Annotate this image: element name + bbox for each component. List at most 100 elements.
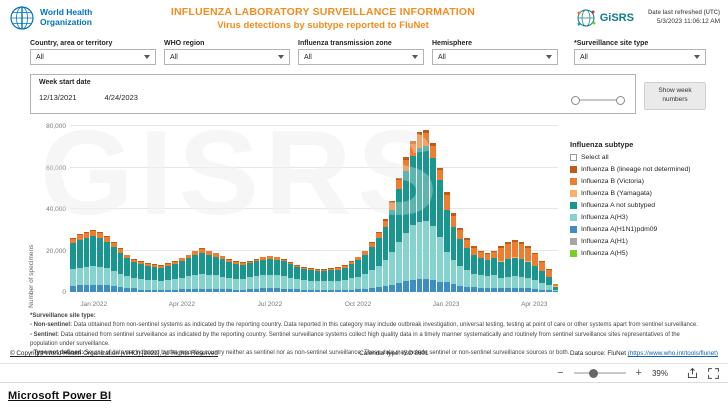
bar-week-49[interactable] bbox=[403, 126, 409, 292]
legend-item[interactable]: Influenza A(H3) bbox=[570, 214, 722, 221]
bar-week-61[interactable] bbox=[484, 126, 491, 292]
bar-week-3[interactable] bbox=[90, 126, 97, 292]
bar-week-64[interactable] bbox=[505, 126, 511, 292]
powerbi-link[interactable]: Microsoft Power BI bbox=[8, 390, 112, 402]
bar-week-7[interactable] bbox=[117, 126, 124, 292]
bar-week-20[interactable] bbox=[205, 126, 212, 292]
bar-week-40[interactable] bbox=[341, 126, 348, 292]
legend-item[interactable]: Select all bbox=[570, 154, 722, 161]
week-start-input[interactable]: 12/13/2021 bbox=[39, 93, 77, 102]
bar-week-9[interactable] bbox=[131, 126, 137, 292]
bar-week-22[interactable] bbox=[219, 126, 226, 292]
bar-week-67[interactable] bbox=[525, 126, 532, 292]
bar-week-57[interactable] bbox=[457, 126, 464, 292]
bar-week-26[interactable] bbox=[246, 126, 253, 292]
bar-week-18[interactable] bbox=[192, 126, 199, 292]
copyright-link[interactable]: © Copyright World Health Organization (W… bbox=[10, 350, 218, 357]
share-icon[interactable] bbox=[686, 367, 699, 380]
bar-week-68[interactable] bbox=[532, 126, 538, 292]
range-slider-left-handle[interactable] bbox=[571, 95, 580, 105]
bar-week-2[interactable] bbox=[83, 126, 90, 292]
bar-week-59[interactable] bbox=[471, 126, 477, 292]
flunet-url-link[interactable]: (https://www.who.int/tools/flunet) bbox=[627, 350, 718, 357]
bar-week-8[interactable] bbox=[124, 126, 131, 292]
fullscreen-icon[interactable] bbox=[707, 367, 720, 380]
bar-week-43[interactable] bbox=[362, 126, 369, 292]
bar-week-45[interactable] bbox=[375, 126, 382, 292]
bar-week-47[interactable] bbox=[389, 126, 396, 292]
legend-item[interactable]: Influenza B (lineage not determined) bbox=[570, 166, 722, 173]
filter-dropdown[interactable]: All bbox=[574, 49, 706, 65]
bar-week-52[interactable] bbox=[423, 126, 430, 292]
bar-week-32[interactable] bbox=[287, 126, 294, 292]
bar-week-39[interactable] bbox=[335, 126, 341, 292]
bar-week-1[interactable] bbox=[76, 126, 83, 292]
bar-week-5[interactable] bbox=[103, 126, 110, 292]
bar-week-62[interactable] bbox=[491, 126, 498, 292]
zoom-slider-handle[interactable] bbox=[589, 368, 599, 378]
zoom-in-button[interactable]: + bbox=[635, 366, 642, 379]
bar-week-37[interactable] bbox=[321, 126, 328, 292]
bar-week-46[interactable] bbox=[382, 126, 389, 292]
bar-week-63[interactable] bbox=[498, 126, 504, 292]
bar-week-0[interactable] bbox=[70, 126, 76, 292]
zoom-out-button[interactable]: − bbox=[557, 366, 564, 379]
filter-dropdown[interactable]: All bbox=[164, 49, 290, 65]
legend-item[interactable]: Influenza A(H5) bbox=[570, 250, 722, 257]
bar-week-24[interactable] bbox=[233, 126, 239, 292]
bar-week-27[interactable] bbox=[253, 126, 260, 292]
bar-week-70[interactable] bbox=[545, 126, 552, 292]
legend-item[interactable]: Influenza A(H1) bbox=[570, 238, 722, 245]
bar-week-15[interactable] bbox=[171, 126, 178, 292]
bar-week-44[interactable] bbox=[369, 126, 375, 292]
bar-week-54[interactable] bbox=[437, 126, 443, 292]
legend-item[interactable]: Influenza A not subtyped bbox=[570, 202, 722, 209]
bar-week-51[interactable] bbox=[416, 126, 423, 292]
filter-dropdown[interactable]: All bbox=[432, 49, 558, 65]
bar-week-69[interactable] bbox=[538, 126, 545, 292]
legend-item[interactable]: Influenza A(H1N1)pdm09 bbox=[570, 226, 722, 233]
bar-week-71[interactable] bbox=[552, 126, 559, 292]
bar-week-60[interactable] bbox=[477, 126, 484, 292]
show-week-numbers-button[interactable]: Show week numbers bbox=[644, 82, 706, 110]
week-end-input[interactable]: 4/24/2023 bbox=[104, 93, 138, 102]
bar-week-48[interactable] bbox=[396, 126, 403, 292]
bar-week-36[interactable] bbox=[314, 126, 321, 292]
bar-week-19[interactable] bbox=[199, 126, 205, 292]
bar-week-17[interactable] bbox=[185, 126, 192, 292]
legend-item[interactable]: Influenza B (Yamagata) bbox=[570, 190, 722, 197]
bar-week-28[interactable] bbox=[260, 126, 267, 292]
bar-week-30[interactable] bbox=[273, 126, 280, 292]
bar-week-10[interactable] bbox=[137, 126, 144, 292]
legend-item[interactable]: Influenza B (Victoria) bbox=[570, 178, 722, 185]
bar-week-12[interactable] bbox=[151, 126, 158, 292]
bar-week-23[interactable] bbox=[226, 126, 233, 292]
zoom-slider[interactable] bbox=[573, 368, 626, 378]
bar-week-31[interactable] bbox=[280, 126, 287, 292]
bar-week-6[interactable] bbox=[110, 126, 117, 292]
bar-week-29[interactable] bbox=[267, 126, 273, 292]
bar-week-65[interactable] bbox=[511, 126, 518, 292]
bar-week-35[interactable] bbox=[307, 126, 314, 292]
bar-week-58[interactable] bbox=[464, 126, 471, 292]
bar-week-14[interactable] bbox=[165, 126, 171, 292]
bar-week-34[interactable] bbox=[301, 126, 307, 292]
week-range-slider[interactable] bbox=[571, 95, 625, 105]
bar-week-55[interactable] bbox=[443, 126, 450, 292]
bar-week-13[interactable] bbox=[158, 126, 165, 292]
bar-week-21[interactable] bbox=[212, 126, 219, 292]
bar-week-56[interactable] bbox=[450, 126, 457, 292]
bar-week-33[interactable] bbox=[294, 126, 301, 292]
bar-week-11[interactable] bbox=[144, 126, 151, 292]
bar-week-25[interactable] bbox=[239, 126, 246, 292]
bar-week-53[interactable] bbox=[430, 126, 437, 292]
bar-week-41[interactable] bbox=[348, 126, 355, 292]
bar-week-38[interactable] bbox=[328, 126, 335, 292]
bar-week-4[interactable] bbox=[97, 126, 103, 292]
filter-dropdown[interactable]: All bbox=[30, 49, 156, 65]
filter-dropdown[interactable]: All bbox=[298, 49, 424, 65]
bar-week-42[interactable] bbox=[355, 126, 362, 292]
bar-week-50[interactable] bbox=[409, 126, 416, 292]
bar-week-16[interactable] bbox=[178, 126, 185, 292]
range-slider-right-handle[interactable] bbox=[616, 95, 625, 105]
